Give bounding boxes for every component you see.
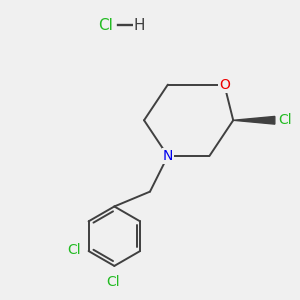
Text: Cl: Cl bbox=[278, 113, 292, 127]
Text: Cl: Cl bbox=[68, 243, 81, 256]
Text: O: O bbox=[219, 78, 230, 92]
Polygon shape bbox=[233, 116, 275, 124]
Text: Cl: Cl bbox=[106, 275, 120, 289]
Text: N: N bbox=[163, 149, 173, 163]
Text: Cl: Cl bbox=[98, 18, 113, 33]
Text: H: H bbox=[134, 18, 145, 33]
